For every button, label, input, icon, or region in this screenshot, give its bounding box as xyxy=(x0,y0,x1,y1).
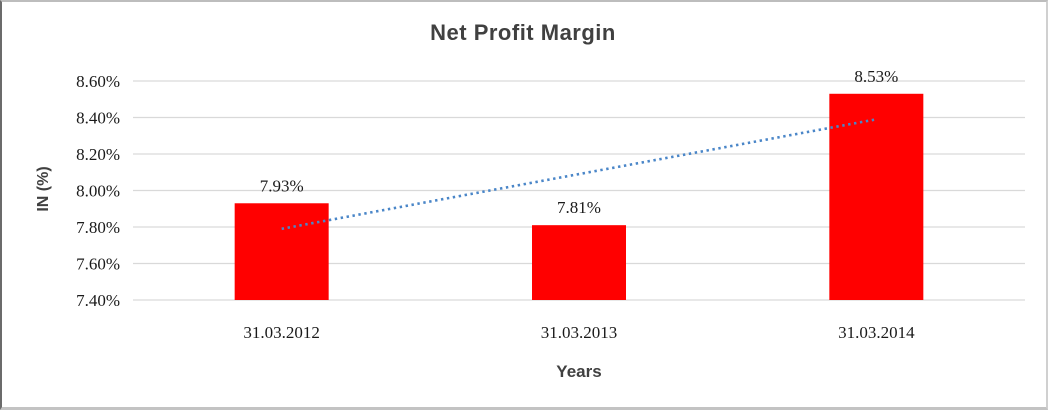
x-category-label: 31.03.2014 xyxy=(838,323,915,342)
y-tick-label: 7.80% xyxy=(76,218,120,237)
bar-31.03.2013 xyxy=(532,225,626,300)
bar-31.03.2014 xyxy=(829,93,924,301)
y-tick-label: 7.60% xyxy=(76,255,120,274)
x-category-label: 31.03.2013 xyxy=(541,323,618,342)
x-axis-title: Years xyxy=(556,362,602,381)
y-tick-label: 8.60% xyxy=(76,72,120,91)
chart-title: Net Profit Margin xyxy=(430,20,616,45)
y-tick-label: 8.20% xyxy=(76,145,120,164)
bar-31.03.2012 xyxy=(234,203,329,300)
y-tick-label: 8.00% xyxy=(76,182,120,201)
y-tick-label: 7.40% xyxy=(76,291,120,310)
y-tick-label: 8.40% xyxy=(76,109,120,128)
data-label: 7.81% xyxy=(557,198,601,217)
data-label: 8.53% xyxy=(854,67,898,86)
data-label: 7.93% xyxy=(260,176,304,195)
trendline xyxy=(281,118,877,231)
x-category-label: 31.03.2012 xyxy=(243,323,320,342)
